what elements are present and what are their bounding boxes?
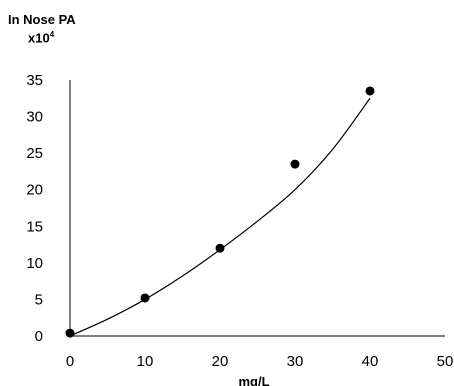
tick-labels: 0 10 20 30 40 50 0 5 10 15 20 25 30 35 xyxy=(26,72,453,370)
x-tick-label: 20 xyxy=(212,353,229,370)
y-tick-label: 30 xyxy=(26,109,43,126)
y-axis-title: In Nose PA xyxy=(8,12,76,27)
y-tick-label: 5 xyxy=(35,291,43,308)
y-tick-label: 10 xyxy=(26,255,43,272)
data-point xyxy=(365,86,375,96)
data-point xyxy=(215,243,225,253)
x-tick-label: 40 xyxy=(362,353,379,370)
y-axis-scale-exponent: 4 xyxy=(49,30,55,39)
x-tick-label: 10 xyxy=(137,353,154,370)
y-axis-scale-factor: x104 xyxy=(28,30,54,45)
x-tick-label: 0 xyxy=(66,353,74,370)
y-tick-label: 35 xyxy=(26,72,43,89)
y-tick-label: 25 xyxy=(26,145,43,162)
y-tick-label: 15 xyxy=(26,218,43,235)
axes xyxy=(69,80,445,337)
fit-curve xyxy=(69,97,371,337)
data-point xyxy=(140,293,150,303)
data-point xyxy=(290,159,300,169)
data-point xyxy=(65,328,75,338)
x-tick-label: 30 xyxy=(287,353,304,370)
y-axis-scale-base: x10 xyxy=(28,30,50,46)
y-tick-label: 20 xyxy=(26,182,43,199)
data-points xyxy=(65,86,375,338)
x-axis-title: mg/L xyxy=(238,374,269,386)
x-tick-label: 50 xyxy=(437,353,454,370)
y-tick-label: 0 xyxy=(35,328,43,345)
